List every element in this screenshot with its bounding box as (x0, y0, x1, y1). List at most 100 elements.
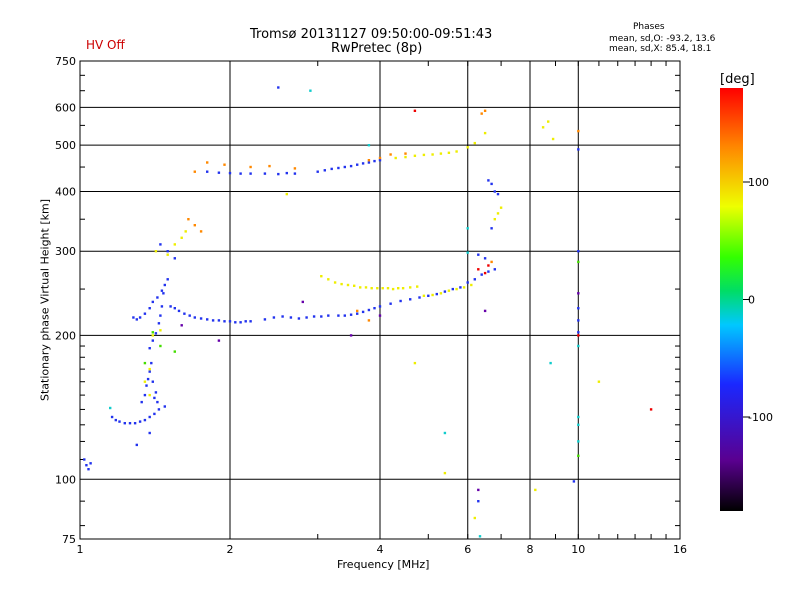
data-point (206, 318, 209, 321)
data-point (163, 405, 166, 408)
data-point (223, 320, 226, 323)
data-point (356, 309, 359, 313)
data-point (361, 310, 365, 314)
x-tick-label: 2 (227, 543, 234, 556)
data-point (376, 287, 379, 290)
data-point (577, 319, 580, 322)
data-point (413, 109, 417, 112)
data-point (367, 144, 371, 147)
data-point (293, 172, 297, 175)
chart-title: Tromsø 20131127 09:50:00-09:51:43 (250, 27, 493, 42)
data-point (427, 294, 430, 297)
data-point (239, 321, 242, 324)
data-point (451, 287, 454, 291)
data-point (597, 380, 601, 383)
data-point (143, 380, 147, 383)
y-tick-label: 75 (62, 533, 76, 546)
y-tick-label: 200 (55, 329, 76, 342)
data-point (356, 163, 359, 166)
data-point (132, 316, 135, 319)
data-point (367, 159, 371, 162)
data-point (312, 315, 316, 318)
data-point (118, 420, 121, 423)
data-point (496, 192, 500, 196)
data-point (133, 422, 137, 425)
data-point (305, 316, 308, 319)
data-point (577, 129, 580, 133)
data-point (169, 305, 172, 308)
data-point (404, 155, 407, 159)
data-point (349, 164, 353, 168)
data-point (285, 171, 288, 175)
data-point (378, 156, 382, 160)
data-point (166, 278, 169, 281)
data-point (549, 361, 552, 365)
data-point (151, 300, 154, 304)
y-tick-label: 400 (55, 185, 76, 198)
data-point (272, 316, 276, 319)
colorbar-label: [deg] (720, 72, 755, 87)
data-point (455, 287, 458, 291)
data-point (418, 296, 421, 299)
data-point (148, 370, 151, 373)
data-point (473, 278, 476, 281)
data-point (534, 488, 537, 492)
colorbar-gradient (720, 88, 743, 511)
chart-subtitle: RwPretec (8p) (331, 41, 423, 56)
data-point (572, 480, 576, 483)
data-point (293, 167, 297, 170)
colorbar: [deg] -100 0 100 (720, 72, 773, 511)
data-point (477, 268, 480, 271)
data-point (370, 287, 373, 290)
data-point (285, 192, 288, 196)
data-point (193, 316, 196, 319)
data-point (466, 227, 469, 230)
data-point (320, 315, 323, 318)
data-point (577, 440, 580, 443)
data-point (143, 312, 147, 315)
data-point (323, 169, 326, 172)
y-tick-label: 600 (55, 101, 76, 114)
data-point (180, 324, 183, 327)
data-point (166, 253, 169, 256)
data-point (166, 250, 169, 253)
data-point (487, 270, 490, 273)
x-tick-labels: 1 2 4 6 8 10 16 (77, 543, 688, 556)
data-point (349, 313, 353, 316)
data-point (148, 307, 151, 310)
data-point (343, 314, 346, 317)
data-point (173, 257, 176, 260)
data-point (413, 361, 417, 365)
data-point (138, 316, 142, 319)
data-point (228, 320, 232, 323)
data-point (289, 316, 293, 319)
data-point (188, 314, 191, 317)
data-point (577, 334, 580, 337)
data-point (193, 224, 196, 227)
data-point (281, 315, 284, 318)
data-points (83, 86, 653, 538)
data-point (148, 367, 151, 371)
y-tick-label: 500 (55, 139, 76, 152)
data-point (399, 299, 402, 303)
data-point (184, 230, 187, 233)
data-point (416, 285, 419, 288)
data-point (577, 344, 580, 348)
data-point (477, 488, 480, 492)
data-point (361, 162, 365, 165)
data-point (496, 212, 500, 215)
data-point (422, 294, 426, 297)
data-point (422, 153, 426, 157)
data-point (211, 319, 215, 322)
data-point (490, 182, 493, 186)
data-point (473, 516, 476, 520)
data-point (163, 283, 166, 287)
data-point (389, 302, 392, 305)
data-point (316, 170, 319, 173)
data-point (330, 167, 333, 171)
data-point (109, 406, 112, 410)
y-tick-label: 300 (55, 245, 76, 258)
data-point (114, 418, 117, 422)
data-point (367, 161, 371, 164)
